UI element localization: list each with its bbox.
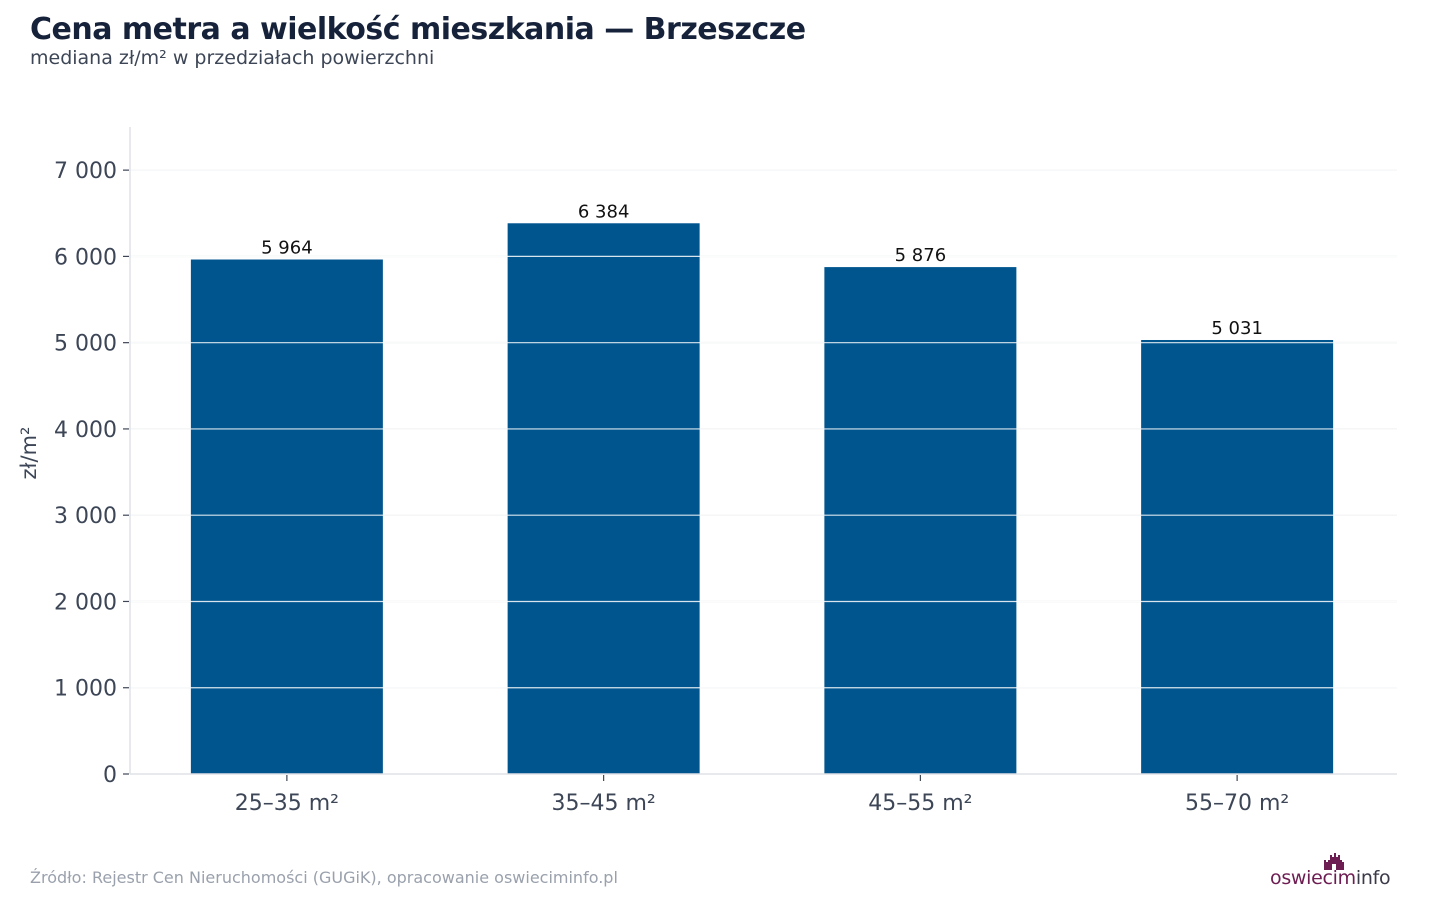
x-tick-label: 25–35 m² <box>235 791 339 816</box>
bar-value-label: 5 876 <box>895 245 947 266</box>
x-tick-label: 55–70 m² <box>1185 791 1289 816</box>
logo-wordmark: oswieciminfo <box>1270 867 1391 889</box>
y-tick-label: 6 000 <box>54 245 117 270</box>
bar-value-label: 5 031 <box>1211 318 1263 339</box>
bar <box>507 223 700 774</box>
y-tick-label: 3 000 <box>54 504 117 529</box>
y-tick-label: 5 000 <box>54 332 117 357</box>
bar <box>190 259 383 774</box>
chart-title: Cena metra a wielkość mieszkania — Brzes… <box>30 12 806 47</box>
bar <box>824 267 1017 774</box>
x-tick-label: 35–45 m² <box>552 791 656 816</box>
data-labels: 5 964 6 384 5 876 5 031 <box>261 201 1263 339</box>
bars <box>190 223 1334 774</box>
y-tick-label: 1 000 <box>54 677 117 702</box>
y-tick-label: 7 000 <box>54 159 117 184</box>
bar-value-label: 5 964 <box>261 238 313 259</box>
gridlines-overlay <box>130 169 1397 689</box>
y-tick-label: 2 000 <box>54 590 117 615</box>
bar-value-label: 6 384 <box>578 201 630 222</box>
y-axis-title: zł/m² <box>17 427 41 480</box>
y-tick-label: 0 <box>103 763 117 788</box>
castle-icon <box>1324 853 1344 870</box>
logo-wordmark-part2: info <box>1355 867 1391 889</box>
logo-wordmark-part1: oswiecim <box>1270 867 1356 889</box>
y-tick-label: 4 000 <box>54 418 117 443</box>
x-tick-label: 45–55 m² <box>868 791 972 816</box>
chart-subtitle: mediana zł/m² w przedziałach powierzchni <box>30 47 435 69</box>
bar <box>1141 339 1334 774</box>
source-note: Źródło: Rejestr Cen Nieruchomości (GUGiK… <box>30 868 618 887</box>
brand-logo[interactable]: oswieciminfo <box>1270 851 1410 891</box>
axes: 0 1 000 2 000 3 000 4 000 5 000 6 000 7 000 25–3… <box>54 127 1397 816</box>
